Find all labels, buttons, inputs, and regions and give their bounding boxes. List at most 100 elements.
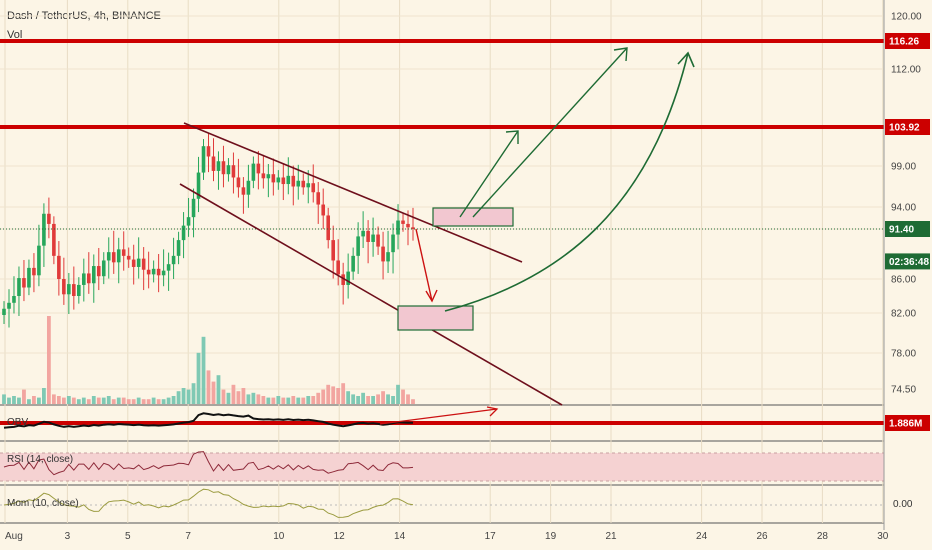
volume-bar (371, 396, 375, 404)
volume-bar (291, 396, 296, 404)
price-tag-label: 91.40 (889, 225, 914, 236)
candle-body (246, 180, 251, 195)
volume-bar (12, 396, 16, 404)
price-tag-label: 116.26 (889, 37, 919, 48)
volume-bar (171, 396, 176, 404)
volume-bar (241, 388, 246, 404)
volume-bar (27, 399, 31, 404)
volume-bar (156, 399, 161, 404)
x-tick-label: 17 (485, 531, 497, 542)
candle-body (151, 268, 156, 275)
candle-body (356, 236, 360, 256)
volume-bar (406, 394, 410, 404)
candle-body (176, 240, 181, 256)
volume-bar (411, 399, 415, 404)
rsi-line (3, 451, 414, 476)
y-tick-label: 99.00 (891, 162, 916, 173)
candle-body (17, 278, 21, 296)
candle-body (351, 255, 355, 272)
candle-body (256, 163, 261, 174)
candle-body (311, 183, 316, 193)
candle-body (32, 267, 36, 276)
candle-body (361, 230, 365, 237)
candle-body (47, 213, 51, 224)
rsi-pane-label: RSI (14, close) (7, 454, 74, 465)
candle-body (101, 260, 106, 277)
volume-bar (2, 394, 6, 404)
y-tick-label: 74.50 (891, 385, 916, 396)
candle-body (91, 266, 96, 284)
volume-bar (131, 399, 136, 404)
candles (2, 133, 415, 328)
candle-body (121, 249, 126, 256)
candle-body (12, 296, 16, 303)
volume-bar (126, 399, 131, 404)
volume-bar (42, 388, 46, 404)
volume-bar (191, 383, 196, 404)
candle-body (326, 215, 331, 241)
volume-bar (301, 397, 306, 404)
candle-body (401, 220, 405, 224)
volume-bar (381, 391, 385, 404)
y-tick-label: 82.00 (891, 309, 916, 320)
volume-bar (221, 389, 226, 404)
candle-body (96, 266, 101, 277)
volume-bar (32, 396, 36, 404)
candle-body (82, 273, 86, 285)
volume-bar (206, 370, 211, 404)
candle-body (316, 192, 321, 205)
candle-body (186, 217, 191, 226)
candle-body (191, 198, 196, 218)
candle-body (386, 252, 390, 262)
volume-bar (46, 316, 51, 404)
candle-body (296, 180, 301, 187)
candle-body (161, 270, 166, 276)
y-tick-label: 120.00 (891, 12, 922, 23)
arrow-head (425, 289, 438, 303)
candle-body (37, 245, 41, 276)
volume-bar (281, 397, 286, 404)
projection-curve (444, 52, 689, 312)
candle-body (2, 308, 6, 315)
volume-bar (111, 399, 116, 404)
candle-body (301, 180, 306, 188)
volume-bar (51, 394, 56, 404)
x-tick-label: 10 (273, 531, 285, 542)
volume-bar (96, 397, 101, 404)
candle-body (231, 165, 236, 178)
y-tick-label: 112.00 (891, 65, 921, 76)
price-axis-bg (884, 0, 932, 550)
candle-body (371, 234, 375, 242)
volume-bar (216, 375, 221, 404)
obv-tag (885, 415, 930, 431)
volume-bar (176, 391, 181, 404)
volume-bar (186, 389, 191, 404)
candle-body (221, 161, 226, 175)
volume-bar (7, 397, 11, 404)
volume-bar (326, 384, 331, 404)
volume-bar (336, 388, 341, 404)
momentum-line (3, 488, 414, 518)
arrow-head (677, 51, 695, 68)
candle-body (86, 273, 91, 284)
candle-body (266, 174, 271, 179)
volume-bar (81, 397, 86, 404)
price-tag-label: 02:36:48 (889, 257, 929, 268)
candle-body (171, 255, 176, 265)
obv-tag-label: 1.886M (889, 419, 922, 430)
volume-bar (251, 392, 256, 404)
x-tick-label: 5 (125, 531, 131, 542)
candle-body (42, 213, 46, 246)
volume-bar (181, 388, 186, 404)
x-tick-label: 30 (877, 531, 889, 542)
candle-body (116, 249, 121, 263)
volume-bar (296, 397, 301, 404)
candle-body (381, 246, 385, 262)
mom-zero-tick: 0.00 (893, 499, 913, 510)
volume-bar (211, 381, 216, 404)
volume-bar (161, 399, 166, 404)
volume-bar (146, 399, 151, 404)
volume-bar (101, 397, 106, 404)
